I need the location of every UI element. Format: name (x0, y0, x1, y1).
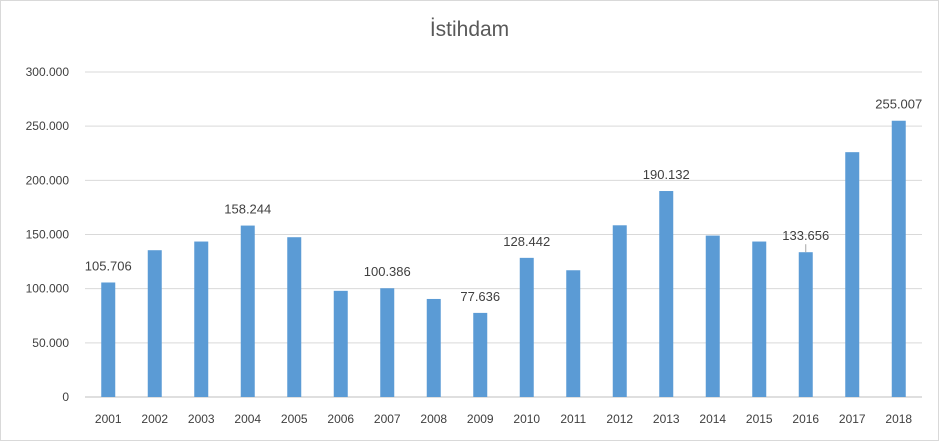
bar (705, 235, 720, 397)
data-label: 77.636 (460, 289, 500, 304)
x-tick-label: 2012 (606, 412, 633, 426)
x-tick-label: 2002 (141, 412, 168, 426)
x-tick-label: 2007 (374, 412, 401, 426)
y-tick-label: 0 (62, 390, 69, 404)
x-tick-label: 2006 (327, 412, 354, 426)
data-label: 190.132 (643, 167, 690, 182)
bar (798, 252, 813, 397)
bar (147, 250, 162, 397)
data-label: 133.656 (782, 228, 829, 243)
data-label: 105.706 (85, 258, 132, 273)
x-tick-label: 2011 (560, 412, 586, 426)
bar (659, 191, 674, 397)
x-tick-label: 2003 (188, 412, 215, 426)
x-tick-label: 2014 (699, 412, 726, 426)
x-tick-label: 2018 (885, 412, 912, 426)
bar (752, 241, 767, 397)
y-tick-label: 50.000 (32, 336, 69, 350)
bar (473, 312, 488, 397)
data-label: 158.244 (224, 202, 271, 217)
x-tick-label: 2010 (513, 412, 540, 426)
x-tick-label: 2008 (420, 412, 447, 426)
y-tick-label: 200.000 (26, 173, 70, 187)
x-tick-label: 2005 (281, 412, 308, 426)
bar (612, 225, 627, 397)
bar (566, 270, 581, 397)
bar (845, 152, 860, 397)
y-tick-label: 150.000 (26, 228, 70, 242)
bar (101, 282, 116, 397)
bar (240, 225, 255, 397)
bar (426, 298, 441, 397)
x-tick-label: 2013 (653, 412, 680, 426)
bar (333, 290, 348, 397)
x-tick-label: 2009 (467, 412, 494, 426)
y-tick-label: 250.000 (26, 119, 70, 133)
y-tick-label: 100.000 (26, 282, 70, 296)
x-tick-label: 2001 (95, 412, 122, 426)
bar (519, 257, 534, 397)
chart-title: İstihdam (429, 18, 510, 41)
bar (194, 241, 209, 397)
x-tick-label: 2015 (746, 412, 773, 426)
data-label: 100.386 (364, 264, 411, 279)
y-tick-label: 300.000 (26, 65, 70, 79)
bar (380, 288, 395, 397)
x-tick-label: 2017 (839, 412, 866, 426)
data-label: 128.442 (503, 234, 550, 249)
bar (287, 237, 302, 397)
x-tick-label: 2004 (234, 412, 261, 426)
bar (891, 120, 906, 397)
data-label: 255.007 (875, 97, 922, 112)
x-tick-label: 2016 (792, 412, 819, 426)
